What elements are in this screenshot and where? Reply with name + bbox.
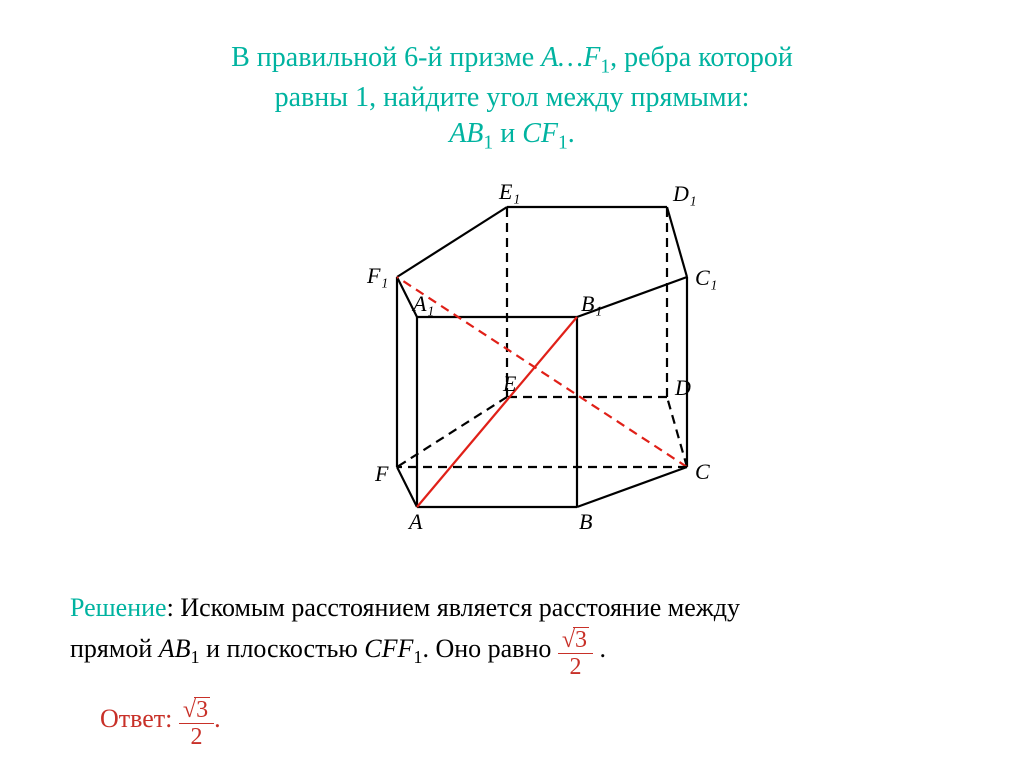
solution-pre: Искомым расстоянием является расстояние …	[180, 593, 740, 622]
svg-text:B₁: B₁	[581, 291, 602, 316]
svg-text:A₁: A₁	[411, 291, 434, 316]
title-sub3b: 1	[558, 133, 568, 154]
answer-fraction: 3 2	[179, 697, 214, 749]
svg-text:F₁: F₁	[366, 263, 388, 288]
svg-text:C: C	[695, 459, 710, 484]
ans-den: 2	[179, 724, 214, 749]
sol-den: 2	[558, 654, 593, 679]
solution-label: Решение	[70, 593, 167, 622]
solution-l2a: прямой	[70, 634, 159, 663]
ans-num: 3	[194, 697, 210, 722]
title-it3a: AB	[449, 118, 483, 149]
sol-it1: AB	[159, 634, 191, 663]
answer-block: Ответ: 3 2 .	[100, 695, 221, 747]
svg-text:C₁: C₁	[695, 265, 717, 290]
svg-text:D: D	[674, 375, 691, 400]
solution-fraction: 3 2	[558, 627, 593, 679]
svg-text:E₁: E₁	[498, 179, 520, 204]
answer-dot: .	[214, 704, 221, 733]
solution-block: Решение: Искомым расстоянием является ра…	[70, 590, 930, 677]
title-sub1: 1	[600, 57, 610, 78]
title-line2: равны 1, найдите угол между прямыми:	[275, 82, 750, 113]
title-mid: и	[493, 118, 522, 149]
diagram-container: E₁ D₁ F₁ C₁ A₁ B₁ E D F C A B	[0, 167, 1024, 552]
title-sub3a: 1	[483, 133, 493, 154]
sol-num: 3	[573, 627, 589, 652]
title-line1-pre: В правильной 6-й призме	[231, 42, 541, 73]
title-it1: A…F	[541, 42, 600, 73]
svg-text:B: B	[579, 509, 592, 534]
prism-diagram: E₁ D₁ F₁ C₁ A₁ B₁ E D F C A B	[297, 167, 727, 547]
problem-title: В правильной 6-й призме A…F1, ребра кото…	[62, 0, 962, 157]
title-line1-post: , ребра которой	[610, 42, 793, 73]
title-it3b: CF	[522, 118, 558, 149]
title-dot: .	[568, 118, 575, 149]
sol-it2: CFF	[364, 634, 413, 663]
svg-text:E: E	[502, 371, 517, 396]
svg-text:A: A	[407, 509, 423, 534]
solution-l2c: . Оно равно	[422, 634, 557, 663]
sol-sub1: 1	[191, 647, 200, 667]
sol-tail: .	[593, 634, 606, 663]
svg-text:D₁: D₁	[672, 181, 697, 206]
answer-label: Ответ:	[100, 704, 179, 733]
solution-l2b: и плоскостью	[200, 634, 365, 663]
svg-text:F: F	[374, 461, 389, 486]
solution-colon: :	[167, 593, 181, 622]
